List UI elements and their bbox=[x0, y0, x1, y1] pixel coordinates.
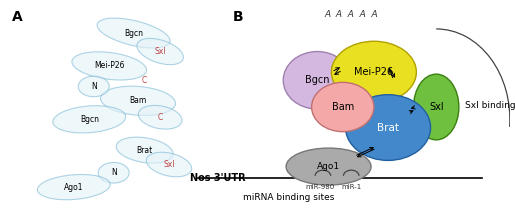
Text: Sxl binding site: Sxl binding site bbox=[465, 101, 515, 110]
Ellipse shape bbox=[146, 152, 192, 177]
Ellipse shape bbox=[286, 148, 371, 185]
Ellipse shape bbox=[116, 137, 173, 163]
Text: N: N bbox=[111, 168, 116, 177]
Text: Nos 3'UTR: Nos 3'UTR bbox=[190, 173, 246, 183]
Text: Mei-P26: Mei-P26 bbox=[354, 67, 393, 77]
Ellipse shape bbox=[414, 74, 459, 140]
Text: Ago1: Ago1 bbox=[317, 162, 340, 171]
Ellipse shape bbox=[346, 95, 431, 160]
Text: N: N bbox=[91, 82, 97, 91]
Text: Bgcn: Bgcn bbox=[305, 75, 330, 85]
Ellipse shape bbox=[72, 52, 147, 80]
Text: Ago1: Ago1 bbox=[64, 183, 83, 192]
Text: Bam: Bam bbox=[332, 102, 354, 112]
Ellipse shape bbox=[139, 106, 182, 129]
Ellipse shape bbox=[97, 18, 170, 48]
Text: Bam: Bam bbox=[129, 96, 147, 105]
Text: Sxl: Sxl bbox=[429, 102, 443, 112]
Text: Brat: Brat bbox=[136, 146, 153, 155]
Ellipse shape bbox=[312, 82, 374, 132]
Text: Sxl: Sxl bbox=[154, 47, 166, 56]
Ellipse shape bbox=[283, 52, 351, 109]
Text: B: B bbox=[232, 10, 243, 24]
Ellipse shape bbox=[332, 41, 417, 103]
Text: Bgcn: Bgcn bbox=[124, 28, 143, 37]
Ellipse shape bbox=[78, 76, 109, 97]
Text: miR-980: miR-980 bbox=[305, 184, 335, 190]
Ellipse shape bbox=[100, 86, 176, 116]
Text: miRNA binding sites: miRNA binding sites bbox=[243, 193, 335, 202]
Text: A  A  A  A  A: A A A A A bbox=[324, 10, 378, 19]
Text: Brat: Brat bbox=[377, 123, 399, 132]
Ellipse shape bbox=[38, 174, 110, 200]
Text: A: A bbox=[12, 10, 23, 24]
Ellipse shape bbox=[137, 38, 183, 65]
Text: C: C bbox=[142, 76, 147, 85]
Text: Sxl: Sxl bbox=[163, 160, 175, 169]
Ellipse shape bbox=[53, 106, 126, 133]
Text: Mei-P26: Mei-P26 bbox=[94, 61, 125, 70]
Text: C: C bbox=[158, 113, 163, 122]
Ellipse shape bbox=[98, 162, 129, 183]
Text: Bgcn: Bgcn bbox=[80, 115, 99, 124]
Text: miR-1: miR-1 bbox=[341, 184, 362, 190]
